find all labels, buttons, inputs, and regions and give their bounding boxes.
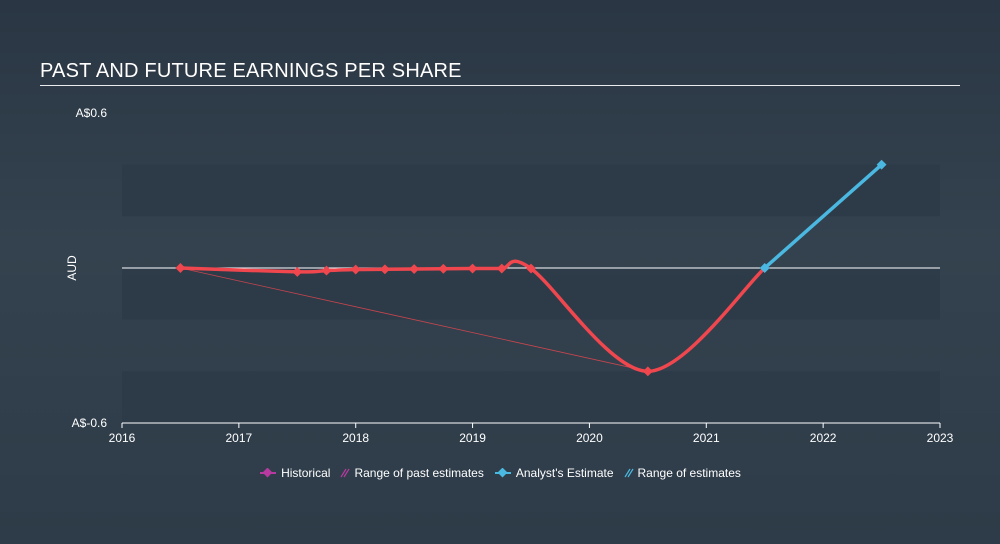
historical-point <box>321 265 332 276</box>
historical-point <box>379 264 390 275</box>
title-divider <box>40 85 960 86</box>
x-tick-label: 2020 <box>576 431 603 445</box>
grid-band <box>122 268 940 320</box>
legend: Historical Range of past estimates Analy… <box>0 466 1000 480</box>
legend-item-past-range[interactable]: Range of past estimates <box>340 466 484 480</box>
historical-point <box>526 263 536 274</box>
legend-item-analyst[interactable]: Analyst's Estimate <box>494 466 614 480</box>
legend-label-analyst: Analyst's Estimate <box>515 466 614 480</box>
y-tick-top: A$0.6 <box>76 106 108 120</box>
past-estimates-range <box>180 267 648 372</box>
analyst-series-line <box>762 162 884 270</box>
x-axis: 2016 2017 2018 2019 2020 2021 2022 2023 <box>109 422 954 445</box>
x-tick-label: 2022 <box>810 431 837 445</box>
x-tick-label: 2019 <box>459 431 486 445</box>
x-tick-label: 2021 <box>693 431 720 445</box>
historical-point <box>292 266 303 277</box>
historical-point <box>438 263 449 274</box>
grid-band <box>122 164 940 217</box>
historical-point <box>467 263 478 274</box>
analyst-legend-icon <box>494 468 511 478</box>
chart-title: PAST AND FUTURE EARNINGS PER SHARE <box>40 60 462 82</box>
x-tick-label: 2023 <box>927 431 954 445</box>
x-tick-label: 2018 <box>342 431 369 445</box>
legend-label-past-range: Range of past estimates <box>354 466 484 480</box>
historical-point <box>496 263 507 274</box>
estimate-point <box>876 159 887 170</box>
series-layer <box>175 159 887 377</box>
x-tick-label: 2016 <box>109 431 136 445</box>
estimate-point <box>759 263 770 273</box>
historical-point <box>642 366 653 377</box>
x-tick-label: 2017 <box>226 431 253 445</box>
legend-item-historical[interactable]: Historical <box>259 466 330 480</box>
past-range-line <box>180 267 648 372</box>
hatch-icon-past <box>340 468 350 478</box>
y-tick-bottom: A$-0.6 <box>72 416 108 430</box>
hatch-icon-future <box>624 468 634 478</box>
y-axis-title: AUD <box>65 255 79 281</box>
grid-bands <box>122 164 940 423</box>
historical-point <box>350 264 361 275</box>
legend-label-future-range: Range of estimates <box>637 466 741 480</box>
legend-item-future-range[interactable]: Range of estimates <box>624 466 741 480</box>
grid-band <box>122 371 940 423</box>
historical-point <box>409 264 420 274</box>
legend-label-historical: Historical <box>281 466 331 480</box>
historical-point <box>175 263 186 273</box>
historical-legend-icon <box>260 468 277 478</box>
